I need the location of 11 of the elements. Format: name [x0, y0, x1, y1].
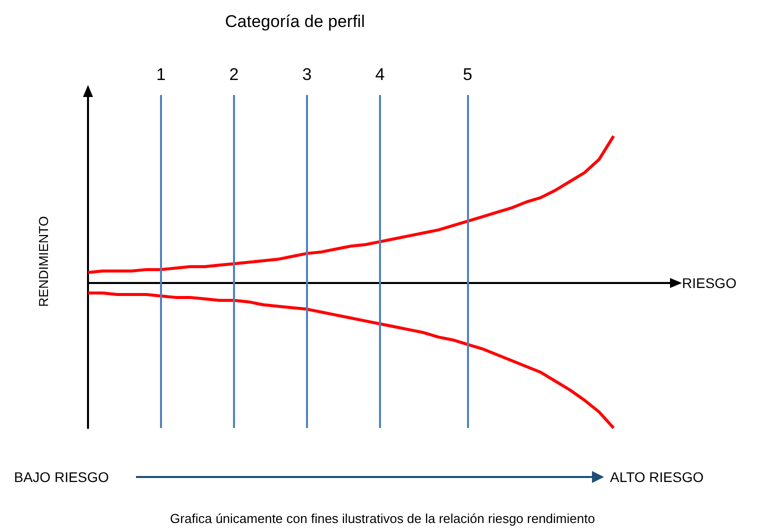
text: Grafica únicamente con fines ilustrativos de la relación riesgo rendimiento	[170, 511, 595, 526]
y-axis-title: RENDIMIENTO	[36, 216, 51, 307]
x-tick-label: 2	[229, 65, 239, 84]
text: ALTO RIESGO	[610, 469, 704, 485]
chart-title: Categoría de perfil	[225, 12, 365, 31]
x-axis-title: RIESGO	[682, 274, 737, 291]
x-tick-label: 3	[302, 65, 312, 84]
x-tick-label: 4	[375, 65, 385, 84]
x-tick-label: 5	[462, 65, 472, 84]
x-tick-label: 1	[156, 65, 166, 84]
text: BAJO RIESGO	[14, 469, 110, 485]
